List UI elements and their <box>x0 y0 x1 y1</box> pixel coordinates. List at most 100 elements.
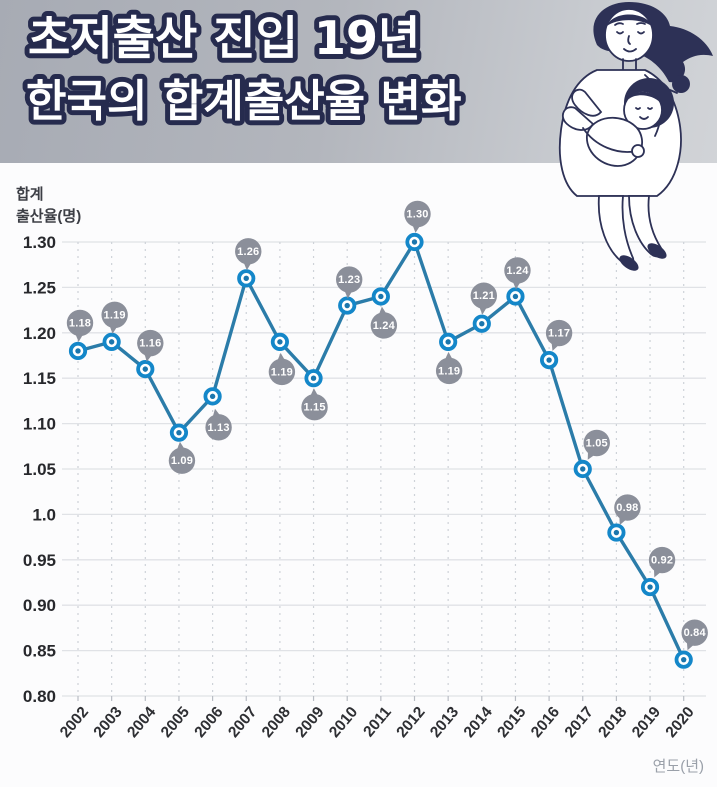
value-bubble: 1.19 <box>435 351 463 385</box>
headline-line-1: 초저출산 진입 19년 <box>28 11 420 65</box>
value-bubble: 1.24 <box>504 257 531 290</box>
value-bubble: 1.30 <box>404 200 431 233</box>
value-bubble: 1.17 <box>545 319 573 351</box>
value-bubble-label: 1.09 <box>171 455 193 467</box>
x-tick-label: 2013 <box>427 703 462 741</box>
baby-face <box>623 90 663 130</box>
value-bubble-label: 1.24 <box>373 320 396 332</box>
data-point <box>68 341 88 361</box>
value-bubble-label: 1.30 <box>406 209 428 221</box>
x-tick-label: 2007 <box>225 704 260 741</box>
data-point <box>607 523 626 542</box>
data-point <box>304 369 323 388</box>
mother-legs <box>597 195 667 271</box>
value-bubble-label: 1.24 <box>506 265 529 277</box>
headline-line-2: 한국의 합계출산율 변화 <box>26 76 461 127</box>
x-tick-label: 2006 <box>191 703 226 741</box>
data-point <box>439 332 458 351</box>
value-bubble-label: 1.15 <box>303 402 325 414</box>
mother-hand <box>631 144 645 158</box>
x-tick-label: 2018 <box>595 703 630 741</box>
value-bubble: 1.05 <box>583 429 610 460</box>
x-tick-label: 2014 <box>461 703 496 741</box>
value-bubble-label: 0.92 <box>651 555 673 567</box>
y-axis-title-line2: 출산율(명) <box>16 207 81 225</box>
y-tick-label: 0.95 <box>23 551 56 570</box>
mother-shoe <box>619 255 639 271</box>
x-tick-label: 2020 <box>663 704 698 741</box>
data-point <box>371 287 390 306</box>
x-tick-label: 2012 <box>393 704 428 741</box>
baby-figure <box>562 75 690 167</box>
mother-holding-baby-illustration <box>558 2 713 271</box>
y-tick-label: 0.85 <box>23 642 56 661</box>
data-point <box>136 360 155 379</box>
mother-shoe <box>647 243 667 259</box>
x-tick-label: 2015 <box>494 703 529 741</box>
data-point <box>405 232 424 252</box>
value-bubble: 1.15 <box>301 388 328 421</box>
x-tick-label: 2003 <box>91 703 126 741</box>
value-bubble-label: 1.19 <box>271 366 293 378</box>
value-bubble: 0.84 <box>681 619 708 651</box>
x-axis-title: 연도(년) <box>653 758 704 775</box>
value-bubble: 1.23 <box>336 266 363 299</box>
value-bubble: 1.16 <box>137 329 164 362</box>
y-tick-label: 1.20 <box>23 324 56 343</box>
data-point <box>203 387 222 406</box>
y-tick-label: 1.25 <box>23 278 56 297</box>
value-bubble-label: 1.21 <box>473 290 495 302</box>
value-bubble-label: 1.23 <box>338 274 360 286</box>
value-bubble-label: 1.26 <box>237 246 259 258</box>
value-bubble: 0.92 <box>648 546 676 578</box>
x-tick-label: 2011 <box>360 703 395 740</box>
value-bubble-label: 1.19 <box>104 309 126 321</box>
data-point <box>674 650 693 669</box>
y-tick-label: 1.30 <box>23 233 56 252</box>
x-tick-label: 2016 <box>528 703 563 741</box>
value-bubble-label: 1.18 <box>69 317 91 329</box>
data-point <box>472 314 491 333</box>
value-bubble-label: 0.84 <box>684 627 707 639</box>
headline: 초저출산 진입 19년 한국의 합계출산율 변화 <box>21 6 466 132</box>
y-tick-label: 1.05 <box>23 460 56 479</box>
y-tick-label: 1.15 <box>23 369 56 388</box>
baby-leg <box>571 88 603 117</box>
y-tick-label: 1.0 <box>32 505 56 524</box>
value-bubble-label: 1.16 <box>139 338 161 350</box>
x-tick-label: 2010 <box>326 704 361 741</box>
data-point <box>539 350 559 370</box>
y-axis-title-line1: 합계 <box>16 186 44 203</box>
y-tick-label: 0.80 <box>23 687 56 706</box>
y-tick-label: 1.10 <box>23 415 56 434</box>
value-bubble: 1.21 <box>470 282 497 315</box>
x-tick-label: 2008 <box>259 703 294 741</box>
value-bubble-label: 1.17 <box>548 328 570 340</box>
data-point <box>237 269 256 288</box>
value-bubble: 0.98 <box>614 494 641 525</box>
value-bubble: 1.24 <box>370 306 398 339</box>
value-bubble: 1.26 <box>235 238 262 271</box>
value-bubble-label: 0.98 <box>616 502 638 514</box>
baby-pigtail <box>672 75 690 93</box>
data-point <box>640 577 660 597</box>
fertility-line-chart: 합계 출산율(명) 1.30 1.25 1.20 1.15 1.10 1.05 1.0 0.9… <box>16 186 708 775</box>
value-bubble-label: 1.13 <box>207 422 229 434</box>
x-tick-label: 2002 <box>57 704 92 741</box>
data-point <box>102 332 121 351</box>
mother-face <box>604 8 654 62</box>
x-tick-label: 2017 <box>562 704 597 741</box>
x-tick-label: 2004 <box>124 703 159 741</box>
data-point <box>573 459 592 479</box>
value-bubble: 1.18 <box>66 309 94 342</box>
value-bubble: 1.09 <box>168 441 196 474</box>
x-tick-label: 2009 <box>292 703 327 741</box>
value-bubble-label: 1.05 <box>586 438 608 450</box>
y-tick-label: 0.90 <box>23 596 56 615</box>
value-bubble-label: 1.19 <box>438 365 460 377</box>
value-bubble: 1.13 <box>205 408 232 441</box>
chart-panel: 합계 출산율(명) 1.30 1.25 1.20 1.15 1.10 1.05 1.0 0.9… <box>0 163 717 787</box>
value-bubble: 1.19 <box>268 352 296 386</box>
data-point <box>270 332 289 351</box>
